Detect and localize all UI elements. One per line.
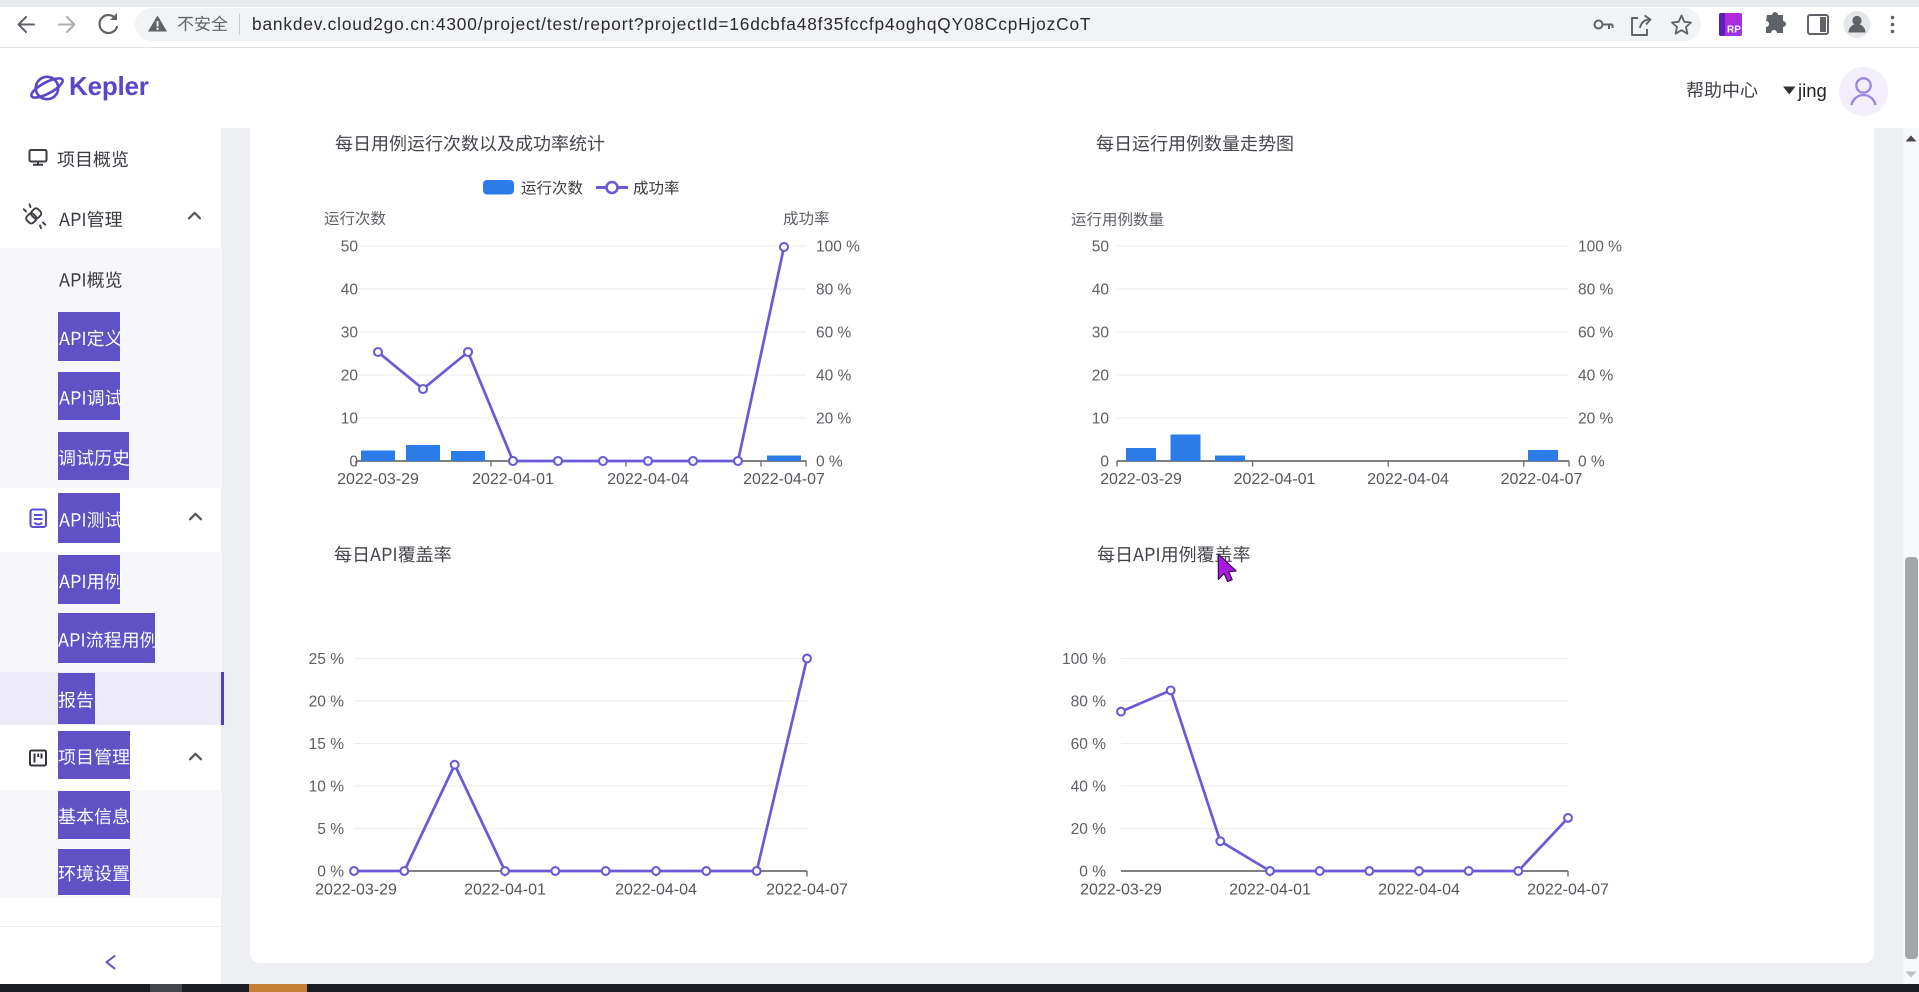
svg-text:100 %: 100 % [816,239,860,256]
svg-text:2022-03-29: 2022-03-29 [337,471,419,488]
svg-text:5 %: 5 % [317,821,344,838]
svg-text:20 %: 20 % [816,411,852,428]
svg-text:20: 20 [1092,368,1110,385]
svg-text:80 %: 80 % [1578,282,1614,299]
svg-text:100 %: 100 % [1578,239,1622,256]
svg-text:20 %: 20 % [309,694,345,711]
svg-text:2022-04-01: 2022-04-01 [1234,471,1316,488]
svg-text:2022-04-01: 2022-04-01 [464,882,546,899]
svg-text:0 %: 0 % [1578,454,1605,471]
svg-text:10: 10 [1092,411,1110,428]
svg-text:2022-04-01: 2022-04-01 [1229,882,1311,899]
svg-text:20: 20 [341,368,359,385]
svg-text:jing: jing [1797,80,1827,101]
svg-text:40: 40 [1092,282,1110,299]
svg-text:80 %: 80 % [1071,694,1107,711]
svg-text:2022-04-01: 2022-04-01 [472,471,554,488]
svg-text:40 %: 40 % [1071,779,1107,796]
svg-text:2022-03-29: 2022-03-29 [1080,882,1162,899]
svg-text:2022-04-04: 2022-04-04 [607,471,689,488]
svg-text:40: 40 [341,282,359,299]
svg-text:100 %: 100 % [1062,651,1106,668]
svg-text:40 %: 40 % [1578,368,1614,385]
svg-text:60 %: 60 % [816,325,852,342]
svg-text:2022-04-04: 2022-04-04 [1378,882,1460,899]
svg-text:2022-04-04: 2022-04-04 [615,882,697,899]
svg-text:2022-04-07: 2022-04-07 [743,471,825,488]
svg-text:2022-03-29: 2022-03-29 [315,882,397,899]
svg-text:10: 10 [341,411,359,428]
svg-text:80 %: 80 % [816,282,852,299]
svg-text:40 %: 40 % [816,368,852,385]
svg-text:2022-04-07: 2022-04-07 [1501,471,1583,488]
svg-text:0 %: 0 % [1079,864,1106,881]
svg-text:15 %: 15 % [309,736,345,753]
svg-text:20 %: 20 % [1071,821,1107,838]
svg-text:2022-04-04: 2022-04-04 [1367,471,1449,488]
svg-text:60 %: 60 % [1071,736,1107,753]
svg-text:50: 50 [341,239,359,256]
svg-text:25 %: 25 % [309,651,345,668]
svg-text:60 %: 60 % [1578,325,1614,342]
svg-text:0: 0 [1100,454,1109,471]
svg-text:0 %: 0 % [816,454,843,471]
svg-text:20 %: 20 % [1578,411,1614,428]
svg-text:Kepler: Kepler [69,71,149,101]
svg-text:2022-03-29: 2022-03-29 [1100,471,1182,488]
svg-text:RP: RP [1727,25,1741,36]
svg-text:0 %: 0 % [317,864,344,881]
svg-text:bankdev.cloud2go.cn:4300/proje: bankdev.cloud2go.cn:4300/project/test/re… [252,14,1091,34]
svg-text:2022-04-07: 2022-04-07 [766,882,848,899]
svg-text:30: 30 [341,325,359,342]
svg-text:10 %: 10 % [309,779,345,796]
svg-text:50: 50 [1092,239,1110,256]
svg-text:30: 30 [1092,325,1110,342]
svg-text:0: 0 [349,454,358,471]
svg-text:2022-04-07: 2022-04-07 [1527,882,1609,899]
